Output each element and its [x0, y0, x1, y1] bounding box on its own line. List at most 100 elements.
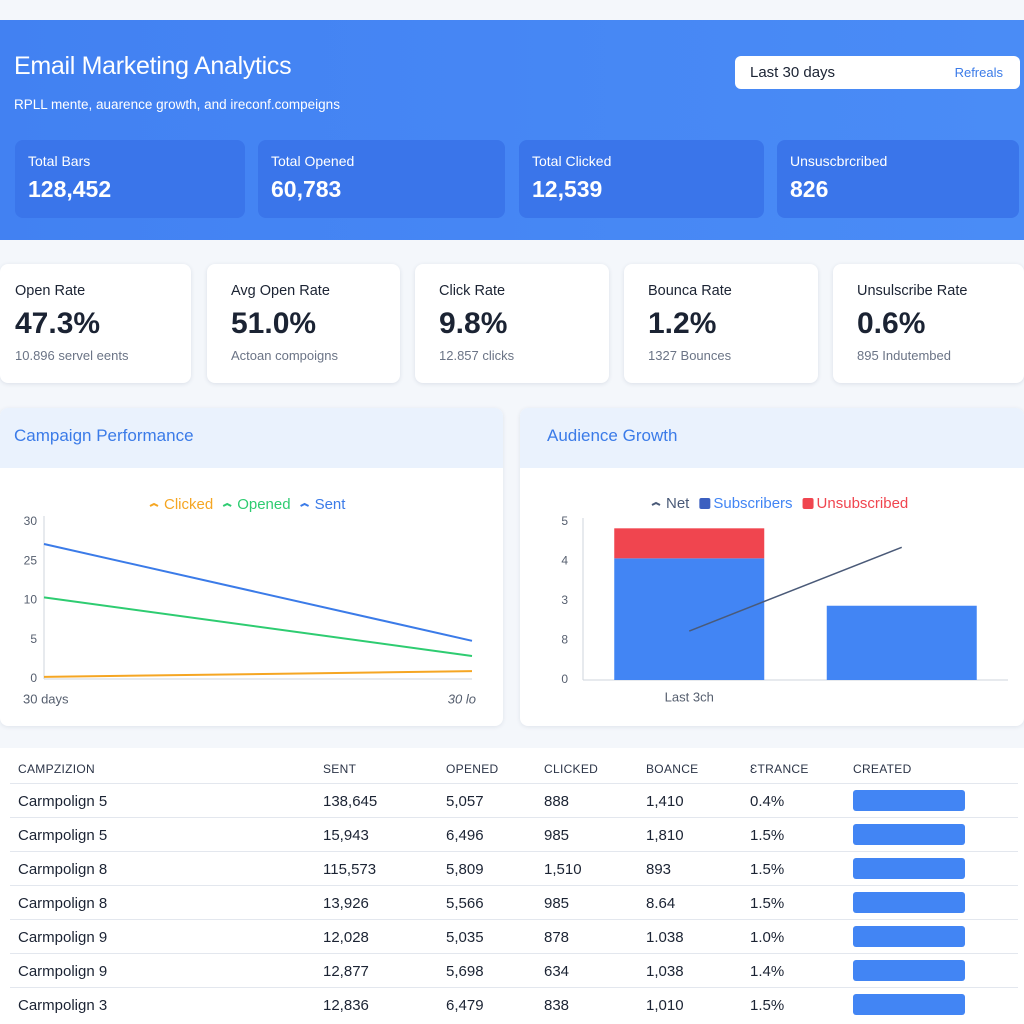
legend-marker: [651, 501, 661, 506]
kpi-label: Bounca Rate: [648, 283, 732, 299]
panel-header: [0, 408, 503, 468]
date-selector[interactable]: Last 30 days Refreals: [735, 56, 1020, 89]
legend-label: Unsubscribed: [817, 495, 909, 512]
kpi-card: Open Rate 47.3% 10.896 servel eents: [0, 264, 191, 383]
summary-label: Total Clicked: [532, 153, 612, 169]
chart-title: Campaign Performance: [14, 426, 194, 445]
table-cell: 1.0%: [750, 929, 785, 946]
column-header: BOANCE: [646, 762, 699, 776]
table-cell: 1.5%: [750, 827, 785, 844]
column-header: CLICKED: [544, 762, 599, 776]
table-cell: 6,496: [446, 827, 484, 844]
legend-marker: [699, 498, 711, 509]
bar: [826, 605, 977, 680]
net-line: [688, 546, 903, 632]
x-tick-label: Last 3ch: [665, 689, 714, 704]
table-cell: 5,057: [446, 793, 484, 810]
kpi-value: 47.3%: [15, 307, 101, 340]
created-bar: [853, 790, 965, 811]
legend-marker: [802, 498, 814, 509]
kpi-value: 51.0%: [231, 307, 317, 340]
table-row: Carmpolign 3 12,836 6,479 838 1,010 1.5%: [10, 987, 1018, 1021]
legend-label: Clicked: [164, 496, 213, 513]
y-axis-label: 10: [24, 593, 38, 607]
kpi-label: Click Rate: [439, 283, 506, 299]
column-header: ƐTRANCE: [750, 762, 809, 776]
y-axis-label: 0: [30, 671, 37, 685]
summary-value: 12,539: [532, 176, 603, 202]
table-cell: Carmpolign 3: [18, 997, 108, 1014]
created-bar: [853, 858, 965, 879]
kpi-detail: 1327 Bounces: [648, 348, 732, 363]
kpi-card: Unsulscribe Rate 0.6% 895 Indutembed: [833, 264, 1024, 383]
page-title: Email Marketing Analytics: [14, 52, 292, 80]
legend-marker: [300, 502, 310, 507]
column-header: CAMPZIZION: [18, 762, 95, 776]
column-header: OPENED: [446, 762, 499, 776]
table-cell: 8.64: [646, 895, 676, 912]
kpi-label: Open Rate: [15, 283, 86, 299]
chart-panel: Audience Growth 5 4 3 8 0 Last 3ch Net Subscrib…: [520, 408, 1024, 726]
table-cell: Carmpolign 9: [18, 963, 108, 980]
legend-marker: [149, 502, 159, 507]
kpi-value: 1.2%: [648, 307, 717, 340]
kpi-value: 0.6%: [857, 307, 926, 340]
table-cell: 6,479: [446, 997, 484, 1014]
table-row: Carmpolign 9 12,028 5,035 878 1.038 1.0%: [10, 919, 1018, 953]
refresh-button[interactable]: Refreals: [954, 65, 1003, 80]
x-tick-label: 30 days: [23, 691, 69, 706]
table-cell: 12,028: [323, 929, 369, 946]
summary-card: Unsuscbrcribed 826: [777, 140, 1019, 218]
summary-card: Total Clicked 12,539: [519, 140, 764, 218]
legend-marker: [222, 502, 232, 507]
chart-title: Audience Growth: [547, 426, 678, 445]
table-cell: 1,510: [544, 861, 582, 878]
table-cell: Carmpolign 8: [18, 895, 108, 912]
summary-card: Total Opened 60,783: [258, 140, 505, 218]
x-tick-label: 30 lo: [448, 691, 476, 706]
series-line: [43, 670, 473, 678]
table-cell: 1.5%: [750, 861, 785, 878]
table-cell: 634: [544, 963, 570, 980]
series-line: [43, 543, 473, 642]
summary-value: 826: [790, 176, 829, 202]
table-cell: 12,877: [323, 963, 369, 980]
table-row: Carmpolign 5 15,943 6,496 985 1,810 1.5%: [10, 817, 1018, 851]
table-row: Carmpolign 8 13,926 5,566 985 8.64 1.5%: [10, 885, 1018, 919]
table-cell: 985: [544, 827, 570, 844]
table-cell: 1,010: [646, 997, 684, 1014]
table-cell: 838: [544, 997, 570, 1014]
table-cell: 1,810: [646, 827, 684, 844]
y-axis-label: 30: [24, 514, 38, 528]
table-row: Carmpolign 5 138,645 5,057 888 1,410 0.4%: [10, 783, 1018, 817]
y-axis-label: 5: [561, 514, 568, 528]
table-cell: Carmpolign 9: [18, 929, 108, 946]
table-cell: 1,410: [646, 793, 684, 810]
table-cell: 5,698: [446, 963, 484, 980]
series-line: [43, 596, 473, 657]
legend-label: Net: [666, 495, 690, 512]
table-cell: 13,926: [323, 895, 369, 912]
y-axis-label: 8: [561, 633, 568, 647]
created-bar: [853, 994, 965, 1015]
kpi-card: Click Rate 9.8% 12.857 clicks: [415, 264, 609, 383]
table-cell: 5,035: [446, 929, 484, 946]
subtitle: RPLL mente, auarence growth, and ireconf…: [14, 97, 340, 112]
created-bar: [853, 892, 965, 913]
chart-panel: Campaign Performance 30 25 10 5 0 30 days 30 l…: [0, 408, 503, 726]
kpi-detail: Actoan compoigns: [231, 348, 338, 363]
column-header: SENT: [323, 762, 357, 776]
kpi-card: Bounca Rate 1.2% 1327 Bounces: [624, 264, 818, 383]
created-bar: [853, 824, 965, 845]
kpi-card: Avg Open Rate 51.0% Actoan compoigns: [207, 264, 400, 383]
table-cell: 1.038: [646, 929, 684, 946]
table-cell: 12,836: [323, 997, 369, 1014]
date-range[interactable]: Last 30 days: [750, 64, 836, 81]
table-cell: 985: [544, 895, 570, 912]
summary-value: 60,783: [271, 176, 342, 202]
summary-label: Unsuscbrcribed: [790, 153, 888, 169]
line-chart: 30 25 10 5 0 30 days 30 lo Clicked Opened Sent: [23, 496, 476, 706]
table-cell: 138,645: [323, 793, 378, 810]
table-cell: 878: [544, 929, 570, 946]
kpi-detail: 895 Indutembed: [857, 348, 951, 363]
